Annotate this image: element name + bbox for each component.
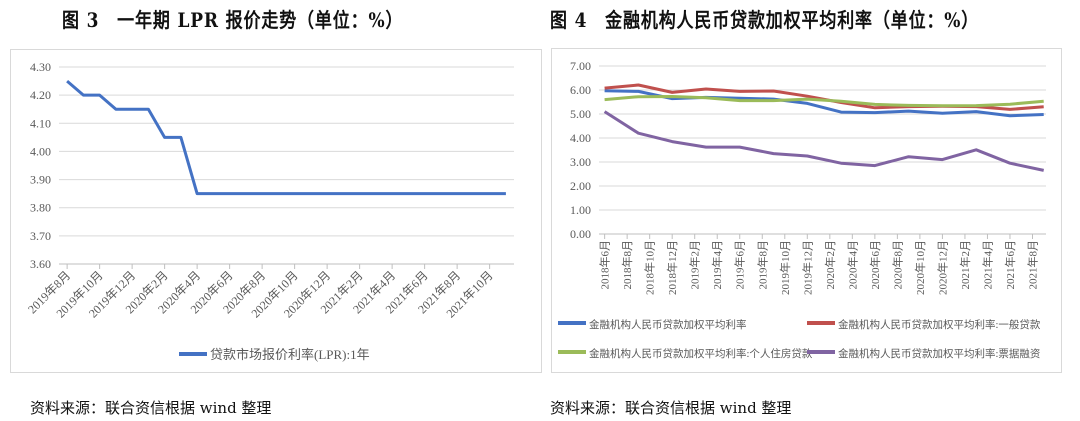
- figure-3-title: 图 3 一年期 LPR 报价走势（单位：%）: [62, 8, 404, 32]
- y-tick-label: 7.00: [570, 59, 591, 73]
- figure-4-title: 图 4 金融机构人民币贷款加权平均利率（单位：%）: [550, 8, 980, 32]
- series-line-2: [604, 95, 1044, 108]
- y-tick-label: 3.70: [30, 229, 51, 243]
- x-tick-label: 2018年8月: [620, 240, 634, 290]
- x-tick-label: 2020年2月: [823, 240, 837, 290]
- y-tick-label: 0.00: [570, 227, 591, 241]
- lpr-chart: 3.603.703.803.904.004.104.204.302019年8月2…: [25, 60, 514, 362]
- y-tick-label: 4.00: [30, 144, 51, 158]
- legend-label: 金融机构人民币贷款加权平均利率:一般贷款: [838, 318, 1041, 331]
- x-tick-label: 2020年8月: [890, 240, 904, 290]
- x-tick-label: 2020年12月: [935, 240, 949, 295]
- y-tick-label: 4.00: [570, 131, 591, 145]
- y-tick-label: 3.90: [30, 173, 51, 187]
- legend-label: 贷款市场报价利率(LPR):1年: [210, 347, 370, 362]
- x-tick-label: 2021年8月: [1025, 240, 1039, 290]
- y-tick-label: 3.60: [30, 257, 51, 271]
- x-tick-label: 2020年6月: [868, 240, 882, 290]
- legend-label: 金融机构人民币贷款加权平均利率:票据融资: [838, 347, 1040, 360]
- legend-label: 金融机构人民币贷款加权平均利率:个人住房贷款: [589, 347, 813, 360]
- y-tick-label: 3.00: [570, 155, 591, 169]
- series-line-3: [603, 110, 1045, 172]
- x-tick-label: 2019年8月: [755, 240, 769, 290]
- x-tick-label: 2021年2月: [958, 240, 972, 290]
- legend-label: 金融机构人民币贷款加权平均利率: [589, 318, 747, 331]
- y-tick-label: 5.00: [570, 107, 591, 121]
- x-tick-label: 2019年2月: [688, 240, 702, 290]
- figure-3-source: 资料来源：联合资信根据 wind 整理: [30, 399, 272, 417]
- loan-rate-chart-panel: 0.00 1.00 2.00 3.00 4.00 5.00 6.00 7.00 2018年6月 2…: [551, 48, 1062, 373]
- x-tick-label: 2021年6月: [1003, 240, 1017, 290]
- series-line-0: [604, 89, 1044, 118]
- y-tick-label: 4.10: [30, 116, 51, 130]
- y-tick-label: 2.00: [570, 179, 591, 193]
- y-tick-label: 4.20: [30, 88, 51, 102]
- figure-4-source: 资料来源：联合资信根据 wind 整理: [550, 399, 792, 417]
- x-tick-label: 2018年12月: [665, 240, 679, 295]
- x-tick-label: 2020年10月: [913, 240, 927, 295]
- y-tick-label: 1.00: [570, 203, 591, 217]
- x-tick-label: 2021年4月: [980, 240, 994, 290]
- y-tick-label: 3.80: [30, 201, 51, 215]
- y-tick-label: 4.30: [30, 60, 51, 74]
- x-tick-label: 2020年4月: [845, 240, 859, 290]
- x-tick-label: 2019年4月: [710, 240, 724, 290]
- loan-rate-chart: 0.00 1.00 2.00 3.00 4.00 5.00 6.00 7.00 2018年6月 2…: [558, 59, 1046, 360]
- lpr-chart-panel: 3.60 3.70 3.80 3.90 4.00 4.10 4.20 4.30 2019年8月 2…: [10, 49, 542, 373]
- x-tick-label: 2019年6月: [733, 240, 747, 290]
- y-tick-label: 6.00: [570, 83, 591, 97]
- x-tick-label: 2019年10月: [778, 240, 792, 295]
- x-tick-label: 2018年6月: [598, 240, 612, 290]
- x-tick-label: 2018年10月: [643, 240, 657, 295]
- x-tick-label: 2019年12月: [800, 240, 814, 295]
- series-line-0: [66, 79, 506, 196]
